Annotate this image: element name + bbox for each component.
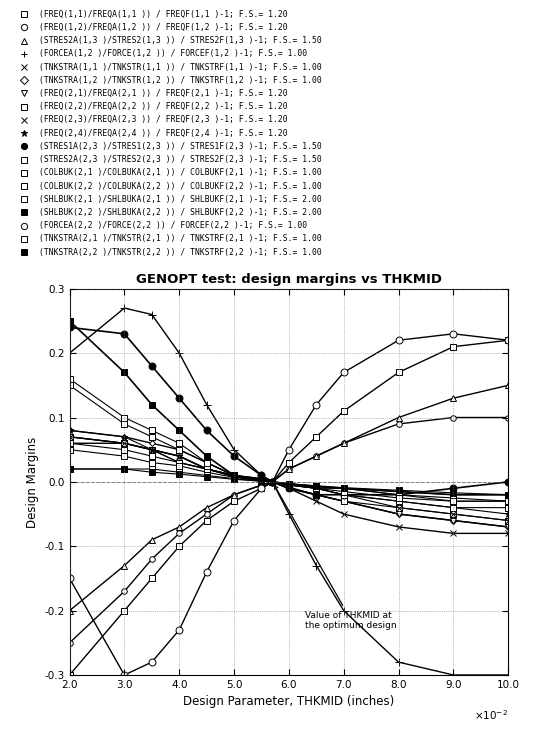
- Text: (FREQ(2,2)/FREQA(2,2 )) / FREQF(2,2 )-1; F.S.= 1.20: (FREQ(2,2)/FREQA(2,2 )) / FREQF(2,2 )-1;…: [39, 102, 288, 111]
- Text: (STRES2A(1,3 )/STRES2(1,3 )) / STRES2F(1,3 )-1; F.S.= 1.50: (STRES2A(1,3 )/STRES2(1,3 )) / STRES2F(1…: [39, 36, 322, 45]
- X-axis label: Design Parameter, THKMID (inches): Design Parameter, THKMID (inches): [184, 695, 394, 709]
- Text: (TNKSTRA(2,2 )/TNKSTR(2,2 )) / TNKSTRF(2,2 )-1; F.S.= 1.00: (TNKSTRA(2,2 )/TNKSTR(2,2 )) / TNKSTRF(2…: [39, 248, 322, 256]
- Text: (STRES1A(2,3 )/STRES1(2,3 )) / STRES1F(2,3 )-1; F.S.= 1.50: (STRES1A(2,3 )/STRES1(2,3 )) / STRES1F(2…: [39, 142, 322, 151]
- Title: GENOPT test: design margins vs THKMID: GENOPT test: design margins vs THKMID: [136, 273, 442, 286]
- Text: (FORCEA(2,2 )/FORCE(2,2 )) / FORCEF(2,2 )-1; F.S.= 1.00: (FORCEA(2,2 )/FORCE(2,2 )) / FORCEF(2,2 …: [39, 221, 307, 230]
- Text: (SHLBUK(2,1 )/SHLBUKA(2,1 )) / SHLBUKF(2,1 )-1; F.S.= 2.00: (SHLBUK(2,1 )/SHLBUKA(2,1 )) / SHLBUKF(2…: [39, 195, 322, 204]
- Text: (FREQ(2,3)/FREQA(2,3 )) / FREQF(2,3 )-1; F.S.= 1.20: (FREQ(2,3)/FREQA(2,3 )) / FREQF(2,3 )-1;…: [39, 116, 288, 124]
- Text: (COLBUK(2,2 )/COLBUKA(2,2 )) / COLBUKF(2,2 )-1; F.S.= 1.00: (COLBUK(2,2 )/COLBUKA(2,2 )) / COLBUKF(2…: [39, 182, 322, 190]
- Text: (FREQ(1,2)/FREQA(1,2 )) / FREQF(1,2 )-1; F.S.= 1.20: (FREQ(1,2)/FREQA(1,2 )) / FREQF(1,2 )-1;…: [39, 22, 288, 32]
- Text: (FREQ(2,4)/FREQA(2,4 )) / FREQF(2,4 )-1; F.S.= 1.20: (FREQ(2,4)/FREQA(2,4 )) / FREQF(2,4 )-1;…: [39, 129, 288, 138]
- Text: (TNKSTRA(1,2 )/TNKSTR(1,2 )) / TNKSTRF(1,2 )-1; F.S.= 1.00: (TNKSTRA(1,2 )/TNKSTR(1,2 )) / TNKSTRF(1…: [39, 76, 322, 85]
- Text: (COLBUK(2,1 )/COLBUKA(2,1 )) / COLBUKF(2,1 )-1; F.S.= 1.00: (COLBUK(2,1 )/COLBUKA(2,1 )) / COLBUKF(2…: [39, 168, 322, 177]
- Text: (TNKSTRA(2,1 )/TNKSTR(2,1 )) / TNKSTRF(2,1 )-1; F.S.= 1.00: (TNKSTRA(2,1 )/TNKSTR(2,1 )) / TNKSTRF(2…: [39, 235, 322, 244]
- Text: (FREQ(1,1)/FREQA(1,1 )) / FREQF(1,1 )-1; F.S.= 1.20: (FREQ(1,1)/FREQA(1,1 )) / FREQF(1,1 )-1;…: [39, 10, 288, 19]
- Text: (STRES2A(2,3 )/STRES2(2,3 )) / STRES2F(2,3 )-1; F.S.= 1.50: (STRES2A(2,3 )/STRES2(2,3 )) / STRES2F(2…: [39, 155, 322, 164]
- Text: (FREQ(2,1)/FREQA(2,1 )) / FREQF(2,1 )-1; F.S.= 1.20: (FREQ(2,1)/FREQA(2,1 )) / FREQF(2,1 )-1;…: [39, 89, 288, 98]
- Y-axis label: Design Margins: Design Margins: [26, 436, 39, 527]
- Text: (FORCEA(1,2 )/FORCE(1,2 )) / FORCEF(1,2 )-1; F.S.= 1.00: (FORCEA(1,2 )/FORCE(1,2 )) / FORCEF(1,2 …: [39, 50, 307, 58]
- Text: Value of THKMID at
the optimum design: Value of THKMID at the optimum design: [274, 485, 397, 630]
- Text: (SHLBUK(2,2 )/SHLBUKA(2,2 )) / SHLBUKF(2,2 )-1; F.S.= 2.00: (SHLBUK(2,2 )/SHLBUKA(2,2 )) / SHLBUKF(2…: [39, 208, 322, 217]
- Text: $\times10^{-2}$: $\times10^{-2}$: [475, 708, 508, 722]
- Text: (TNKSTRA(1,1 )/TNKSTR(1,1 )) / TNKSTRF(1,1 )-1; F.S.= 1.00: (TNKSTRA(1,1 )/TNKSTR(1,1 )) / TNKSTRF(1…: [39, 62, 322, 71]
